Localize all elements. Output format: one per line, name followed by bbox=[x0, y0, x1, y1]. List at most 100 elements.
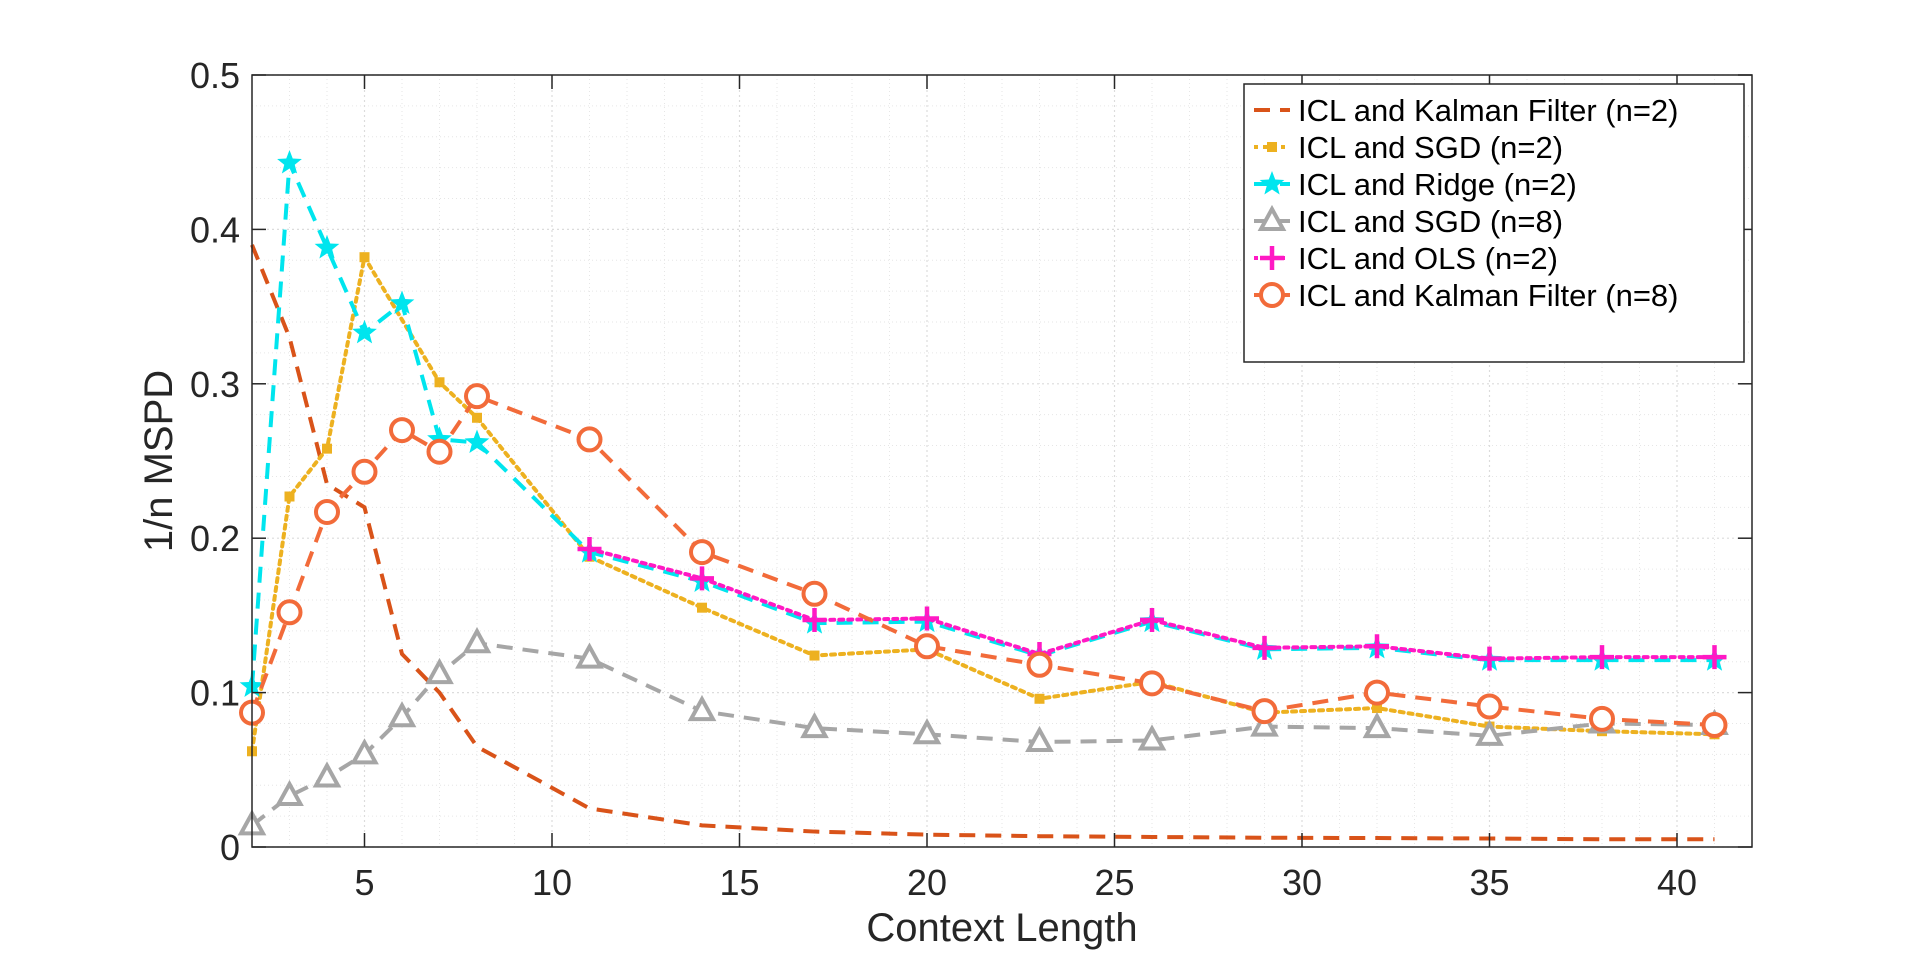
data-point bbox=[276, 599, 303, 626]
data-point bbox=[801, 580, 828, 607]
legend-marker bbox=[1260, 246, 1284, 270]
data-point bbox=[800, 711, 829, 739]
data-point bbox=[697, 602, 707, 613]
data-point bbox=[275, 779, 304, 807]
data-point bbox=[1590, 645, 1614, 670]
data-point bbox=[434, 377, 445, 388]
y-tick-label: 0.1 bbox=[190, 673, 240, 714]
x-tick-labels: 5 10 15 20 25 30 35 40 bbox=[354, 862, 1697, 903]
data-point bbox=[1476, 693, 1503, 720]
axis-ticks bbox=[252, 74, 1752, 848]
data-point bbox=[389, 290, 415, 315]
legend-marker bbox=[1259, 171, 1285, 195]
data-point bbox=[352, 319, 377, 344]
data-point bbox=[1477, 646, 1502, 671]
legend-marker bbox=[1257, 204, 1287, 231]
legend-label: ICL and SGD (n=8) bbox=[1298, 204, 1563, 239]
data-point bbox=[1139, 670, 1165, 697]
data-point bbox=[312, 761, 342, 788]
data-point bbox=[350, 738, 379, 765]
legend-label: ICL and SGD (n=2) bbox=[1298, 130, 1563, 165]
data-point bbox=[387, 701, 417, 728]
data-point bbox=[912, 718, 942, 745]
series-layer bbox=[237, 150, 1729, 842]
legend: ICL and Kalman Filter (n=2)ICL and SGD (… bbox=[1243, 83, 1745, 363]
data-point bbox=[464, 429, 490, 453]
data-point bbox=[1026, 651, 1053, 678]
data-point bbox=[1025, 725, 1054, 753]
y-tick-labels: 0 0.1 0.2 0.3 0.4 0.5 bbox=[190, 55, 240, 868]
y-tick-label: 0 bbox=[220, 827, 240, 868]
data-point bbox=[277, 150, 302, 174]
legend-entry: ICL and OLS (n=2) bbox=[1254, 241, 1558, 276]
x-tick-label: 10 bbox=[532, 862, 572, 903]
data-point bbox=[576, 426, 603, 453]
x-tick-label: 5 bbox=[354, 862, 374, 903]
y-tick-label: 0.4 bbox=[190, 209, 240, 250]
data-point bbox=[1362, 711, 1392, 739]
data-point bbox=[284, 491, 295, 502]
data-point bbox=[1372, 703, 1382, 714]
data-point bbox=[689, 539, 715, 566]
data-point bbox=[1475, 719, 1504, 746]
data-point bbox=[462, 627, 492, 654]
legend-entry: ICL and Ridge (n=2) bbox=[1254, 167, 1577, 202]
legend-box bbox=[1243, 83, 1745, 363]
data-point bbox=[427, 426, 452, 450]
data-point bbox=[472, 412, 482, 423]
data-point bbox=[690, 566, 714, 591]
legend-entries: ICL and Kalman Filter (n=2)ICL and SGD (… bbox=[1254, 93, 1679, 313]
data-point bbox=[359, 252, 370, 263]
y-axis-title: 1/n MSPD bbox=[137, 370, 181, 552]
data-point bbox=[314, 234, 340, 259]
legend-entry: ICL and Kalman Filter (n=8) bbox=[1254, 278, 1679, 313]
data-point bbox=[1702, 645, 1727, 670]
data-point bbox=[1137, 724, 1167, 751]
data-point bbox=[1252, 635, 1277, 660]
data-point bbox=[914, 633, 940, 660]
data-point bbox=[577, 537, 602, 562]
series-6 bbox=[239, 383, 1728, 739]
legend-label: ICL and OLS (n=2) bbox=[1298, 241, 1558, 276]
data-point bbox=[575, 642, 604, 669]
data-point bbox=[464, 383, 490, 410]
legend-marker bbox=[1259, 282, 1285, 308]
data-point bbox=[1140, 608, 1164, 633]
series-line bbox=[250, 641, 1715, 827]
legend-entry: ICL and SGD (n=2) bbox=[1254, 130, 1563, 165]
data-point bbox=[1034, 693, 1045, 704]
x-tick-label: 40 bbox=[1657, 862, 1697, 903]
data-point bbox=[322, 443, 332, 454]
legend-label: ICL and Kalman Filter (n=8) bbox=[1298, 278, 1679, 313]
y-tick-label: 0.3 bbox=[190, 364, 240, 405]
y-tick-label: 0.5 bbox=[190, 55, 240, 96]
series-1 bbox=[250, 244, 1715, 842]
data-point bbox=[1589, 705, 1615, 732]
legend-entry: ICL and Kalman Filter (n=2) bbox=[1254, 93, 1679, 128]
data-point bbox=[809, 650, 820, 661]
data-point bbox=[314, 498, 340, 525]
data-point bbox=[687, 694, 717, 722]
data-point bbox=[1364, 679, 1390, 706]
legend-marker bbox=[1267, 142, 1277, 152]
x-tick-label: 25 bbox=[1094, 862, 1134, 903]
data-point bbox=[802, 608, 827, 633]
legend-entry: ICL and SGD (n=8) bbox=[1254, 204, 1563, 239]
data-point bbox=[1251, 698, 1278, 725]
x-tick-label: 20 bbox=[907, 862, 947, 903]
data-point bbox=[426, 438, 453, 465]
x-tick-label: 30 bbox=[1282, 862, 1322, 903]
x-tick-label: 15 bbox=[719, 862, 759, 903]
data-point bbox=[915, 606, 939, 631]
series-line bbox=[250, 244, 1715, 842]
data-point bbox=[1365, 634, 1389, 659]
data-point bbox=[389, 417, 415, 444]
series-5 bbox=[577, 537, 1727, 671]
plot-frame bbox=[251, 74, 1753, 848]
legend-label: ICL and Kalman Filter (n=2) bbox=[1298, 93, 1679, 128]
data-point bbox=[1701, 712, 1728, 739]
x-tick-label: 35 bbox=[1469, 862, 1509, 903]
data-point bbox=[351, 458, 378, 485]
data-point bbox=[1250, 710, 1279, 737]
